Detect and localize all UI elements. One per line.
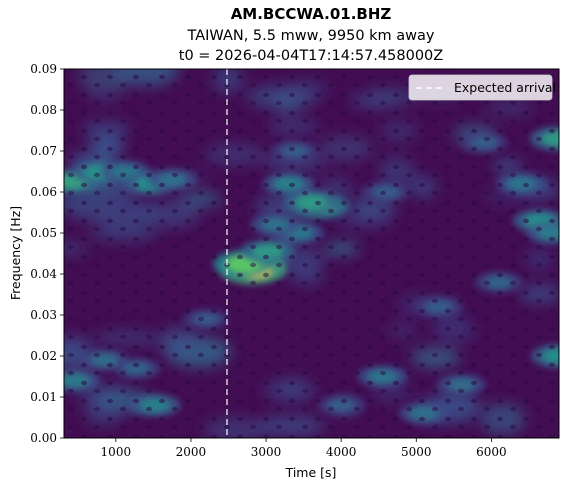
y-axis-label: Frequency [Hz] bbox=[8, 206, 23, 300]
y-tick-label: 0.02 bbox=[30, 349, 57, 363]
plot-area bbox=[64, 69, 559, 438]
y-tick-label: 0.03 bbox=[30, 308, 57, 322]
x-tick-label: 3000 bbox=[251, 445, 282, 459]
legend-box bbox=[408, 74, 553, 101]
x-axis: 1000 2000 3000 4000 5000 6000 bbox=[101, 438, 507, 459]
y-axis: 0.00 0.01 0.02 0.03 0.04 0.05 0.06 0.07 0.08 0.09 bbox=[30, 62, 64, 445]
y-tick-label: 0.04 bbox=[30, 267, 57, 281]
heatmap-speckle-texture bbox=[64, 69, 559, 438]
x-tick-label: 5000 bbox=[401, 445, 432, 459]
chart-title: AM.BCCWA.01.BHZ bbox=[231, 5, 392, 23]
x-tick-label: 4000 bbox=[326, 445, 357, 459]
chart-subtitle-line-2: t0 = 2026-04-04T17:14:57.458000Z bbox=[179, 48, 443, 64]
x-tick-label: 6000 bbox=[476, 445, 507, 459]
x-axis-label: Time [s] bbox=[285, 465, 337, 480]
plot-frame bbox=[63, 68, 560, 439]
y-tick-label: 0.08 bbox=[30, 103, 57, 117]
legend: Expected arrival bbox=[408, 74, 556, 101]
y-tick-label: 0.09 bbox=[30, 62, 57, 76]
y-tick-label: 0.00 bbox=[30, 431, 57, 445]
y-tick-label: 0.07 bbox=[30, 144, 57, 158]
x-tick-label: 2000 bbox=[176, 445, 207, 459]
y-tick-label: 0.05 bbox=[30, 226, 57, 240]
y-tick-label: 0.06 bbox=[30, 185, 57, 199]
chart-subtitle-line-1: TAIWAN, 5.5 mww, 9950 km away bbox=[186, 28, 434, 44]
y-tick-label: 0.01 bbox=[30, 390, 57, 404]
x-tick-label: 1000 bbox=[101, 445, 132, 459]
legend-arrival-label: Expected arrival bbox=[454, 80, 556, 95]
